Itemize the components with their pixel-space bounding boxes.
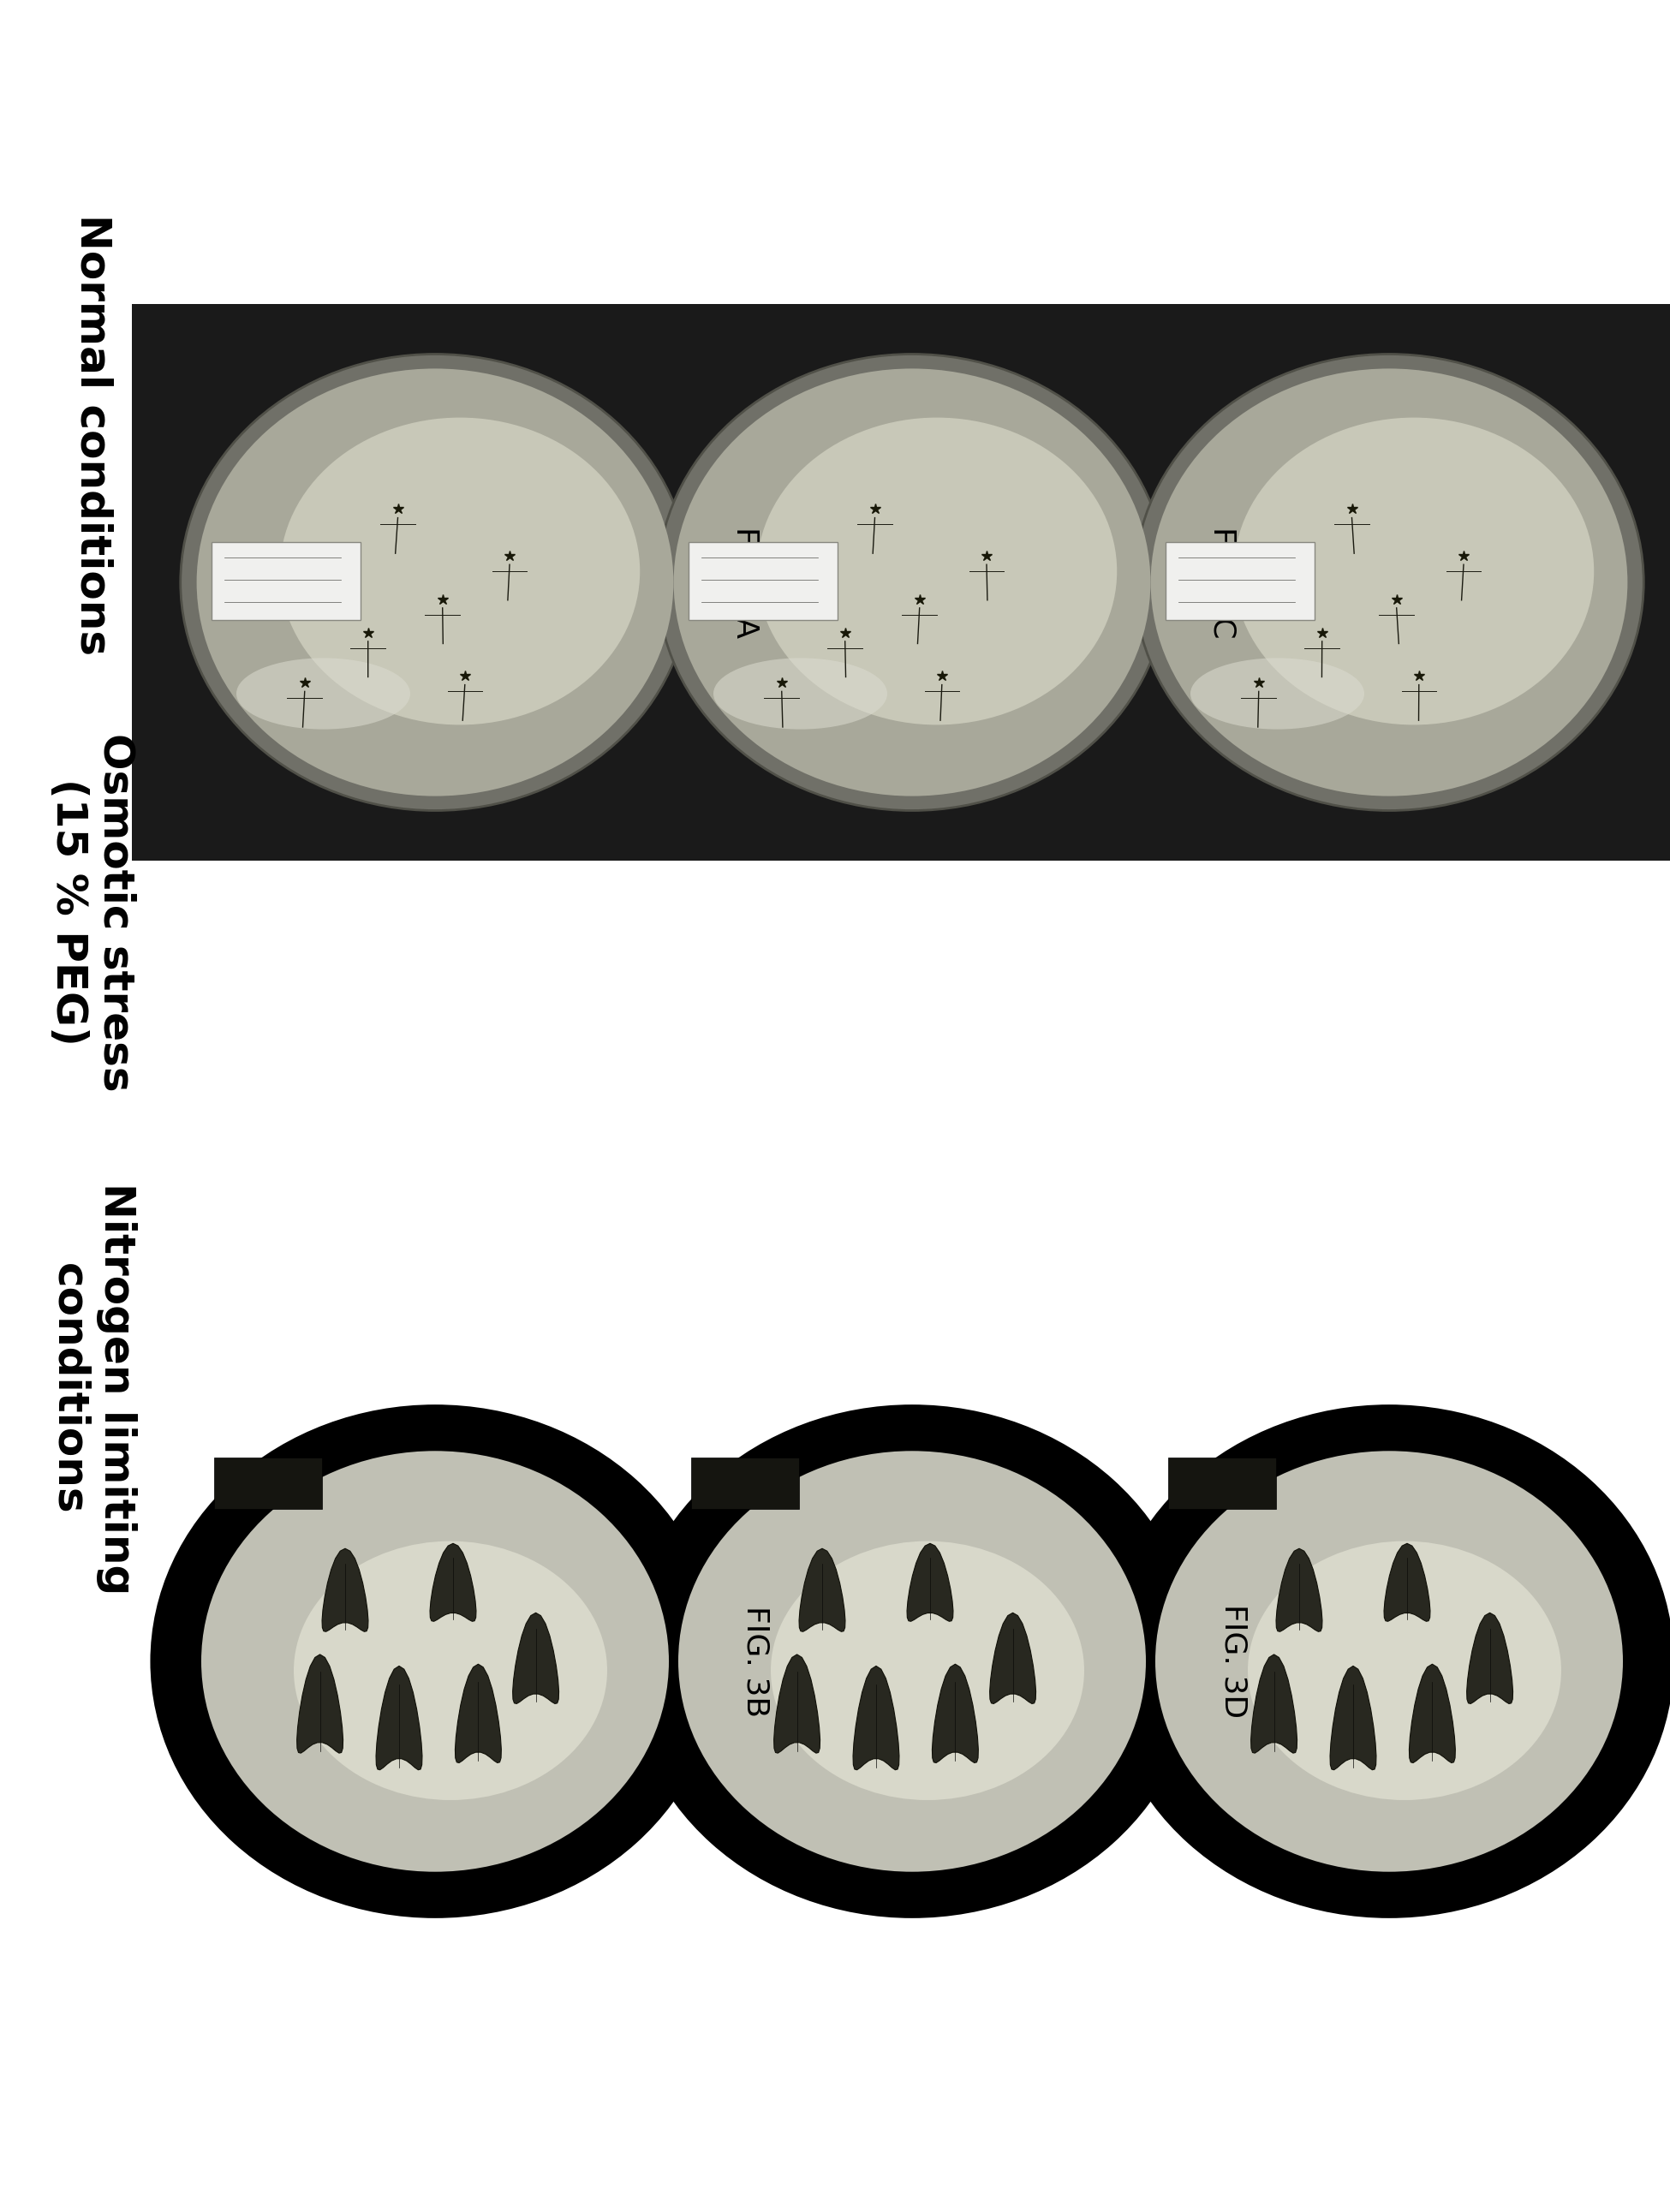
Ellipse shape: [1134, 354, 1643, 810]
FancyBboxPatch shape: [1086, 303, 1670, 860]
Polygon shape: [1409, 1663, 1455, 1763]
Ellipse shape: [237, 657, 411, 730]
FancyBboxPatch shape: [132, 303, 738, 860]
Ellipse shape: [631, 1409, 1192, 1913]
Ellipse shape: [772, 1542, 1084, 1801]
Ellipse shape: [713, 657, 887, 730]
Polygon shape: [513, 1613, 559, 1703]
Polygon shape: [297, 1655, 342, 1754]
Polygon shape: [773, 1655, 820, 1754]
Polygon shape: [1384, 1544, 1430, 1621]
Text: Normal conditions: Normal conditions: [72, 215, 114, 655]
Ellipse shape: [678, 1451, 1146, 1871]
Polygon shape: [429, 1544, 476, 1621]
Text: FIG. 3B: FIG. 3B: [741, 1606, 772, 1717]
Ellipse shape: [1191, 657, 1364, 730]
Polygon shape: [798, 1548, 845, 1632]
Polygon shape: [1466, 1613, 1513, 1703]
Ellipse shape: [673, 369, 1151, 796]
Ellipse shape: [294, 1542, 608, 1801]
FancyBboxPatch shape: [212, 542, 361, 619]
Polygon shape: [1276, 1548, 1323, 1632]
Polygon shape: [456, 1663, 501, 1763]
Ellipse shape: [1151, 369, 1628, 796]
FancyBboxPatch shape: [1166, 542, 1314, 619]
Ellipse shape: [1247, 1542, 1561, 1801]
Ellipse shape: [180, 354, 690, 810]
Ellipse shape: [1234, 418, 1593, 726]
Polygon shape: [853, 1666, 898, 1770]
Polygon shape: [376, 1666, 423, 1770]
FancyBboxPatch shape: [688, 542, 838, 619]
Ellipse shape: [658, 354, 1167, 810]
FancyBboxPatch shape: [691, 1458, 798, 1509]
Ellipse shape: [757, 418, 1117, 726]
Text: FIG. 3A: FIG. 3A: [731, 526, 760, 637]
Polygon shape: [1251, 1655, 1298, 1754]
Ellipse shape: [202, 1451, 670, 1871]
Polygon shape: [1329, 1666, 1376, 1770]
Polygon shape: [990, 1613, 1035, 1703]
Ellipse shape: [197, 369, 673, 796]
Text: FIG. 3D: FIG. 3D: [1219, 1604, 1247, 1719]
Ellipse shape: [1156, 1451, 1623, 1871]
Text: Osmotic stress
(15 % PEG): Osmotic stress (15 % PEG): [48, 732, 137, 1091]
Polygon shape: [932, 1663, 979, 1763]
Ellipse shape: [155, 1409, 715, 1913]
Ellipse shape: [281, 418, 640, 726]
FancyBboxPatch shape: [214, 1458, 322, 1509]
Text: Nitrogen limiting
conditions: Nitrogen limiting conditions: [48, 1183, 137, 1595]
Text: FIG. 3C: FIG. 3C: [1207, 526, 1237, 639]
Ellipse shape: [1109, 1409, 1668, 1913]
FancyBboxPatch shape: [1167, 1458, 1276, 1509]
Polygon shape: [322, 1548, 367, 1632]
Polygon shape: [907, 1544, 954, 1621]
FancyBboxPatch shape: [610, 303, 1216, 860]
